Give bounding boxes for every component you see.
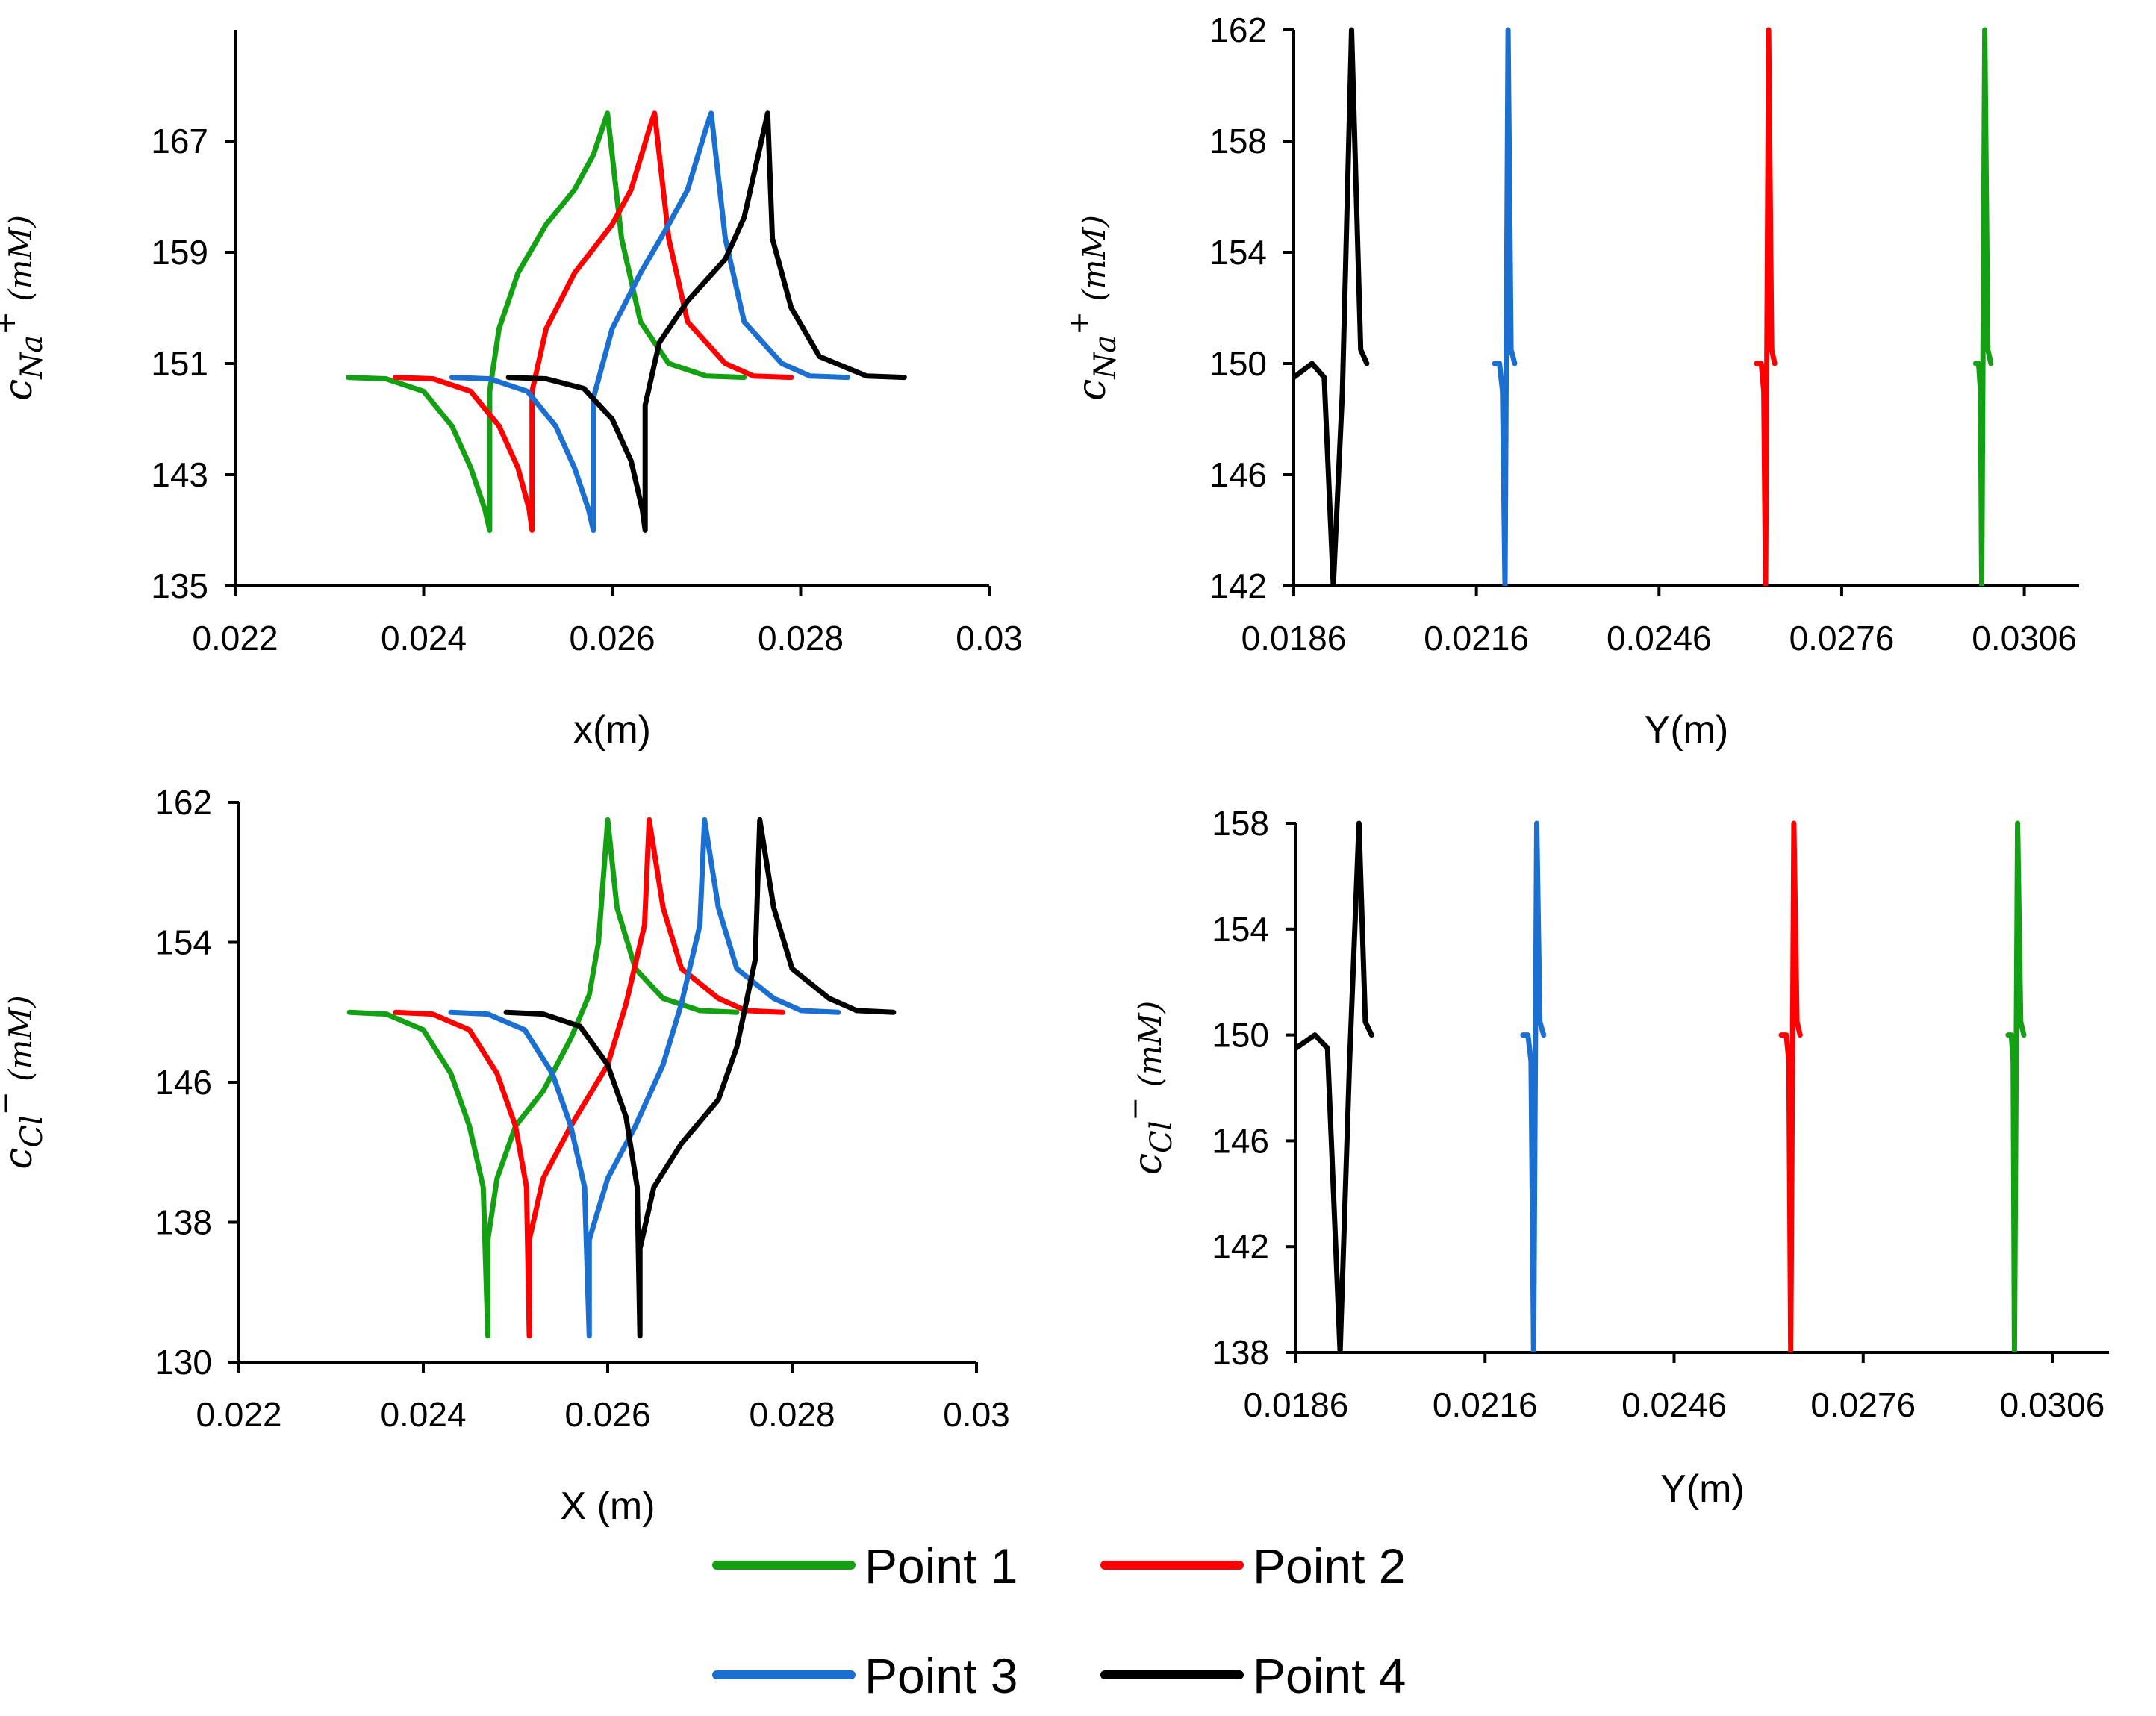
panel-b-x-tick-label: 0.0186 — [1241, 619, 1347, 658]
panel-c-y-tick-label: 138 — [155, 1203, 212, 1242]
y-label-unit: (mM) — [2, 215, 39, 311]
y-label-unit: (mM) — [1076, 215, 1112, 311]
y-label-superscript: − — [0, 1091, 22, 1115]
panel-a-series-point-3 — [449, 110, 851, 533]
y-label-symbol: c — [1070, 379, 1115, 401]
panel-d-x-tick-label: 0.0246 — [1621, 1385, 1727, 1424]
panel-b-series-point-2 — [1754, 27, 1778, 586]
panel-b-y-tick-label: 146 — [1209, 455, 1267, 494]
panel-c-x-tick-label: 0.022 — [196, 1395, 281, 1434]
panel-d-y-tick-label: 146 — [1212, 1121, 1269, 1160]
panel-c-series-point-1 — [346, 817, 740, 1339]
y-label-subscript: Na — [1088, 335, 1123, 380]
panel-c-series-point-4 — [503, 817, 897, 1339]
panel-b-y-tick-label: 154 — [1209, 233, 1267, 272]
panel-d-series-point-4 — [1296, 820, 1374, 1352]
panel-c-y-tick-label: 162 — [155, 783, 212, 822]
panel-d-x-tick-label: 0.0276 — [1810, 1385, 1916, 1424]
y-label-unit: (mM) — [1132, 1001, 1168, 1097]
panel-d-chart: 0.0186 0.0216 0.0246 0.0276 0.0306 138 142 146 1… — [1118, 804, 2109, 1511]
panel-b-y-axis-label: cNa+ (mM) — [1062, 215, 1123, 401]
panel-a-x-tick-label: 0.024 — [381, 619, 467, 658]
panel-c-chart: 0.022 0.024 0.026 0.028 0.03 130 138 146 154 162 X… — [0, 783, 1010, 1528]
panel-a-y-axis-label: cNa+ (mM) — [0, 215, 49, 401]
panel-d-series-point-1 — [2005, 820, 2027, 1352]
panel-b-x-tick-label: 0.0246 — [1607, 619, 1712, 658]
panel-a-chart: 0.022 0.024 0.026 0.028 0.03 135 143 151 159 167 x… — [0, 30, 1023, 752]
panel-a-x-tick-label: 0.03 — [956, 619, 1023, 658]
y-label-subscript: Cl — [15, 1115, 49, 1147]
panel-c-x-tick-label: 0.03 — [943, 1395, 1010, 1434]
y-label-symbol: c — [0, 379, 41, 401]
panel-a-x-tick-label: 0.022 — [192, 619, 278, 658]
y-label-superscript: + — [1062, 311, 1095, 335]
panel-b-y-tick-label: 150 — [1209, 344, 1267, 383]
legend-label-point-2: Point 2 — [1253, 1538, 1406, 1594]
panel-d-y-tick-label: 154 — [1212, 910, 1269, 949]
panel-a-series-point-4 — [505, 110, 907, 533]
panel-b-y-tick-label: 158 — [1209, 122, 1267, 160]
panel-d-y-tick-label: 142 — [1212, 1227, 1269, 1266]
panel-b-y-tick-label: 162 — [1209, 10, 1267, 49]
panel-d-x-tick-label: 0.0306 — [2000, 1385, 2105, 1424]
y-label-unit: (mM) — [2, 995, 39, 1091]
panel-a-y-tick-label: 151 — [151, 344, 208, 383]
panel-b-x-tick-label: 0.0276 — [1789, 619, 1895, 658]
panel-b-x-tick-label: 0.0216 — [1424, 619, 1529, 658]
panel-c-x-axis-label: X (m) — [560, 1485, 655, 1528]
panel-b-x-tick-label: 0.0306 — [1972, 619, 2077, 658]
panel-d-series-point-2 — [1778, 820, 1803, 1352]
panel-c-x-tick-label: 0.026 — [564, 1395, 650, 1434]
y-label-symbol: c — [1126, 1153, 1171, 1175]
panel-a-x-axis-label: x(m) — [573, 708, 651, 752]
y-label-subscript: Na — [15, 335, 49, 380]
panel-d-x-tick-label: 0.0186 — [1244, 1385, 1349, 1424]
panel-a-y-tick-label: 167 — [151, 122, 208, 160]
panel-d-series-point-3 — [1520, 820, 1547, 1352]
panel-b-x-axis-label: Y(m) — [1645, 708, 1729, 752]
panel-c-y-tick-label: 154 — [155, 923, 212, 962]
panel-d-y-tick-label: 150 — [1212, 1016, 1269, 1055]
panel-b-chart: 0.0186 0.0216 0.0246 0.0276 0.0306 142 146 150 1… — [1062, 10, 2079, 752]
y-label-symbol: c — [0, 1148, 41, 1170]
panel-b-y-tick-label: 142 — [1209, 567, 1267, 605]
panel-a-x-tick-label: 0.028 — [758, 619, 844, 658]
y-label-superscript: − — [1118, 1097, 1151, 1121]
panel-a-y-tick-label: 135 — [151, 567, 208, 605]
panel-c-series-point-3 — [448, 817, 841, 1339]
y-label-subscript: Cl — [1144, 1121, 1179, 1153]
panel-d-x-tick-label: 0.0216 — [1433, 1385, 1538, 1424]
panel-a-y-tick-label: 143 — [151, 455, 208, 494]
panel-c-x-tick-label: 0.024 — [380, 1395, 466, 1434]
panel-b-series-point-3 — [1492, 27, 1518, 586]
panel-d-y-tick-label: 158 — [1212, 804, 1269, 843]
panel-a-series-point-2 — [393, 110, 794, 533]
panel-d-y-axis-label: cCl− (mM) — [1118, 1001, 1179, 1175]
legend-label-point-1: Point 1 — [864, 1538, 1018, 1594]
panel-a-y-tick-label: 159 — [151, 233, 208, 272]
y-label-superscript: + — [0, 311, 22, 335]
panel-c-y-tick-label: 130 — [155, 1343, 212, 1382]
legend-label-point-4: Point 4 — [1253, 1648, 1406, 1703]
panel-a-series-point-1 — [346, 110, 747, 533]
panel-b-series-point-4 — [1294, 27, 1370, 586]
panel-d-x-axis-label: Y(m) — [1660, 1467, 1745, 1511]
panel-d-y-tick-label: 138 — [1212, 1333, 1269, 1372]
panel-b-series-point-1 — [1972, 27, 1994, 586]
panel-c-y-tick-label: 146 — [155, 1063, 212, 1102]
legend-label-point-3: Point 3 — [864, 1648, 1018, 1703]
panel-a-x-tick-label: 0.026 — [569, 619, 655, 658]
panel-c-x-tick-label: 0.028 — [749, 1395, 835, 1434]
panel-c-y-axis-label: cCl− (mM) — [0, 995, 49, 1169]
legend: Point 1 Point 2 Point 3 Point 4 — [712, 1538, 1406, 1703]
